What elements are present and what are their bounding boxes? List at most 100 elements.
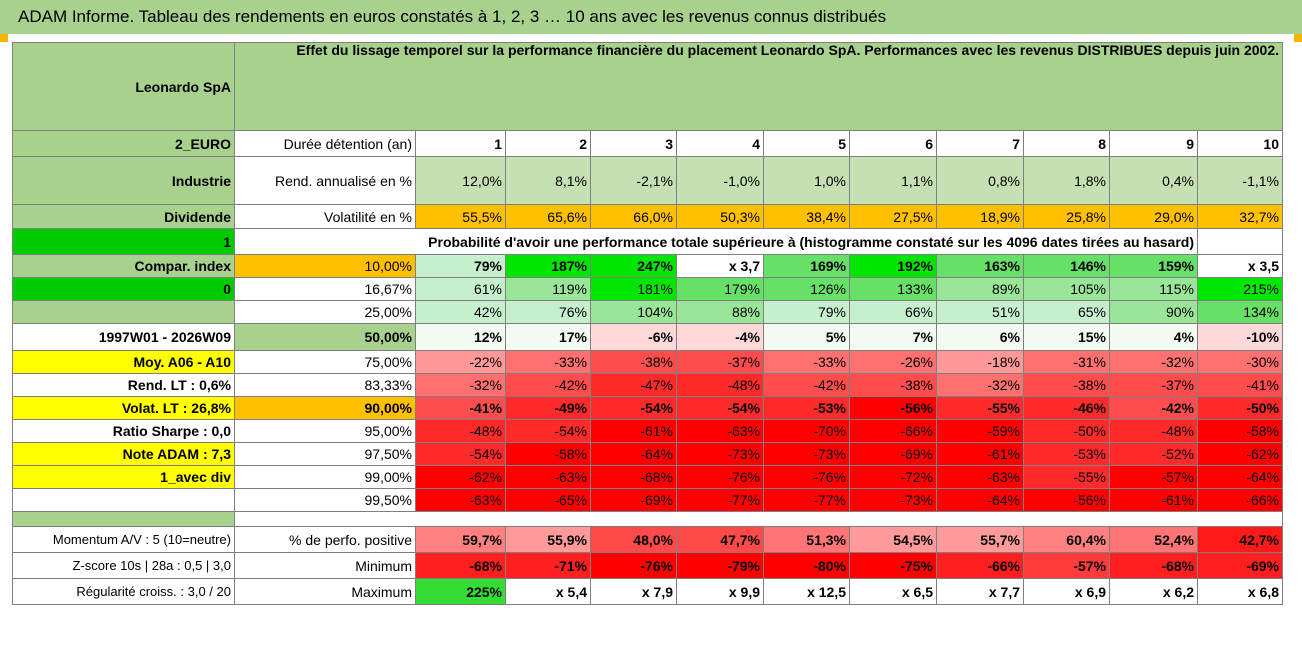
stat-value: -66%: [936, 552, 1024, 579]
average-label: Moy. A06 - A10: [12, 350, 235, 374]
stat-label: Z-score 10s | 28a : 0,5 | 3,0: [12, 552, 235, 579]
stat-value: 52,4%: [1109, 526, 1198, 553]
percentile-value: 126%: [763, 277, 850, 301]
percentile-value: -59%: [936, 419, 1024, 443]
row-label: % de perfo. positive: [234, 526, 416, 553]
stat-label: Régularité croiss. : 3,0 / 20: [12, 578, 235, 605]
row-label: Maximum: [234, 578, 416, 605]
stat-value: -76%: [590, 552, 677, 579]
percentile-value: -73%: [763, 442, 850, 466]
percentile-value: -53%: [763, 396, 850, 420]
dividend-mode: 1_avec div: [12, 465, 235, 489]
percentile-value: 159%: [1109, 254, 1198, 278]
percentile-value: -64%: [936, 488, 1024, 512]
volatility-cell: 66,0%: [590, 204, 677, 229]
year-header: 7: [936, 130, 1024, 157]
percentile-value: -54%: [505, 419, 591, 443]
percentile-value: -62%: [415, 465, 506, 489]
stat-value: x 6,2: [1109, 578, 1198, 605]
percentile-value: -55%: [1023, 465, 1110, 489]
percentile-row: 1_avec div 99,00% -62% -63% -68% -76% -76% -72%…: [12, 465, 1283, 489]
percentile-value: 79%: [415, 254, 506, 278]
percentile-value: -37%: [676, 350, 764, 374]
return-cell: 1,8%: [1023, 156, 1110, 205]
percentile-value: -50%: [1197, 396, 1283, 420]
percentile-value: -33%: [763, 350, 850, 374]
percentile-value: -6%: [590, 323, 677, 351]
percentile-value: -58%: [1197, 419, 1283, 443]
year-header: 6: [849, 130, 937, 157]
stat-value: -68%: [1109, 552, 1198, 579]
percentile-value: -31%: [1023, 350, 1110, 374]
percentile-value: -33%: [505, 350, 591, 374]
percentile-value: 247%: [590, 254, 677, 278]
return-cell: 0,4%: [1109, 156, 1198, 205]
percentile-value: -38%: [849, 373, 937, 397]
percentile-value: -63%: [415, 488, 506, 512]
percentile-value: x 3,7: [676, 254, 764, 278]
percentile-value: -54%: [415, 442, 506, 466]
stat-value: x 9,9: [676, 578, 764, 605]
stat-value: x 12,5: [763, 578, 850, 605]
return-cell: 8,1%: [505, 156, 591, 205]
percentile-value: -18%: [936, 350, 1024, 374]
separator-row: [12, 511, 1283, 527]
corner-marker-icon: [0, 34, 8, 42]
percentile-value: -61%: [1109, 488, 1198, 512]
volatility-cell: 18,9%: [936, 204, 1024, 229]
index-value: 0: [12, 277, 235, 301]
volatility-cell: 65,6%: [505, 204, 591, 229]
percentile-value: -38%: [590, 350, 677, 374]
stat-value: 48,0%: [590, 526, 677, 553]
description-text: Effet du lissage temporel sur la perform…: [234, 42, 1283, 131]
year-header: 8: [1023, 130, 1110, 157]
percentile-value: 215%: [1197, 277, 1283, 301]
row-label: Minimum: [234, 552, 416, 579]
volatility-cell: 25,8%: [1023, 204, 1110, 229]
percentile-label: 25,00%: [234, 300, 416, 324]
stat-value: -71%: [505, 552, 591, 579]
separator-cell: [12, 511, 235, 527]
return-cell: -1,0%: [676, 156, 764, 205]
percentile-value: 61%: [415, 277, 506, 301]
volatility-cell: 29,0%: [1109, 204, 1198, 229]
percentile-value: -69%: [590, 488, 677, 512]
percentile-value: -69%: [849, 442, 937, 466]
percentile-label: 97,50%: [234, 442, 416, 466]
percentile-value: 192%: [849, 254, 937, 278]
volatility-cell: 50,3%: [676, 204, 764, 229]
percentile-value: -46%: [1023, 396, 1110, 420]
adam-note: Note ADAM : 7,3: [12, 442, 235, 466]
percentile-value: 133%: [849, 277, 937, 301]
stat-value: x 5,4: [505, 578, 591, 605]
percentile-value: -47%: [590, 373, 677, 397]
return-cell: 0,8%: [936, 156, 1024, 205]
empty-label: [12, 300, 235, 324]
sharpe-ratio: Ratio Sharpe : 0,0: [12, 419, 235, 443]
percentile-value: -42%: [763, 373, 850, 397]
stat-value: 54,5%: [849, 526, 937, 553]
stat-value: 51,3%: [763, 526, 850, 553]
long-term-return: Rend. LT : 0,6%: [12, 373, 235, 397]
percentile-value: 76%: [505, 300, 591, 324]
volatility-cell: 32,7%: [1197, 204, 1283, 229]
return-cell: -1,1%: [1197, 156, 1283, 205]
return-cell: -2,1%: [590, 156, 677, 205]
stat-label: Momentum A/V : 5 (10=neutre): [12, 526, 235, 553]
percentile-value: 5%: [763, 323, 850, 351]
volatility-cell: 38,4%: [763, 204, 850, 229]
stat-value: -75%: [849, 552, 937, 579]
percentile-value: 79%: [763, 300, 850, 324]
stat-value: -69%: [1197, 552, 1283, 579]
percentile-value: 88%: [676, 300, 764, 324]
percentile-row: Rend. LT : 0,6% 83,33% -32% -42% -47% -48% -42…: [12, 373, 1283, 397]
percentile-value: -55%: [936, 396, 1024, 420]
stat-value: 42,7%: [1197, 526, 1283, 553]
percentile-value: -32%: [1109, 350, 1198, 374]
percentile-row: 99,50% -63% -65% -69% -77% -77% -73% -64% -56% -6…: [12, 488, 1283, 512]
percentile-label: 16,67%: [234, 277, 416, 301]
percentile-value: 146%: [1023, 254, 1110, 278]
percentile-row: 1997W01 - 2026W09 50,00% 12% 17% -6% -4% 5% 7% 6…: [12, 323, 1283, 351]
percentile-label: 75,00%: [234, 350, 416, 374]
percentile-value: -65%: [505, 488, 591, 512]
